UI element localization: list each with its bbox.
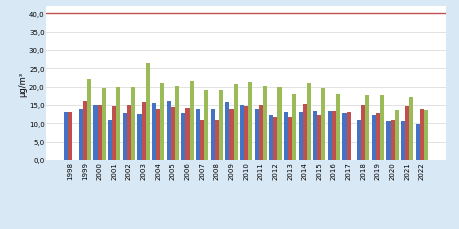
- Bar: [371, 116, 375, 160]
- Bar: [419, 110, 423, 160]
- Bar: [123, 114, 127, 160]
- Bar: [152, 104, 156, 160]
- Bar: [400, 122, 404, 160]
- Bar: [240, 106, 244, 160]
- Bar: [273, 117, 277, 160]
- Bar: [379, 95, 383, 160]
- Bar: [233, 84, 237, 160]
- Bar: [287, 117, 291, 160]
- Bar: [291, 95, 296, 160]
- Bar: [423, 111, 427, 160]
- Bar: [166, 102, 170, 160]
- Bar: [254, 110, 258, 160]
- Bar: [181, 114, 185, 160]
- Bar: [364, 95, 369, 160]
- Bar: [298, 113, 302, 160]
- Bar: [404, 106, 409, 160]
- Bar: [269, 116, 273, 160]
- Bar: [218, 91, 223, 160]
- Bar: [87, 80, 91, 160]
- Bar: [415, 125, 419, 160]
- Y-axis label: µg/m³: µg/m³: [18, 71, 28, 96]
- Bar: [302, 105, 306, 160]
- Bar: [258, 106, 262, 160]
- Bar: [356, 120, 360, 160]
- Bar: [185, 108, 189, 160]
- Bar: [196, 110, 200, 160]
- Bar: [108, 120, 112, 160]
- Bar: [68, 113, 72, 160]
- Bar: [78, 110, 83, 160]
- Bar: [101, 89, 106, 160]
- Bar: [189, 82, 193, 160]
- Bar: [204, 91, 208, 160]
- Bar: [386, 122, 390, 160]
- Bar: [64, 112, 68, 160]
- Bar: [394, 111, 398, 160]
- Bar: [214, 120, 218, 160]
- Bar: [210, 110, 214, 160]
- Bar: [170, 107, 174, 160]
- Bar: [283, 112, 287, 160]
- Bar: [409, 98, 413, 160]
- Bar: [247, 82, 252, 160]
- Bar: [277, 87, 281, 160]
- Bar: [321, 89, 325, 160]
- Bar: [116, 88, 120, 160]
- Bar: [141, 103, 146, 160]
- Bar: [335, 95, 339, 160]
- Bar: [390, 121, 394, 160]
- Bar: [346, 113, 350, 160]
- Bar: [156, 110, 160, 160]
- Bar: [160, 84, 164, 160]
- Bar: [331, 112, 335, 160]
- Bar: [262, 86, 266, 160]
- Bar: [93, 106, 97, 160]
- Bar: [327, 112, 331, 160]
- Bar: [127, 106, 131, 160]
- Bar: [317, 116, 321, 160]
- Bar: [225, 103, 229, 160]
- Bar: [83, 101, 87, 160]
- Bar: [112, 106, 116, 160]
- Bar: [360, 106, 364, 160]
- Bar: [174, 87, 179, 160]
- Bar: [131, 88, 135, 160]
- Bar: [342, 114, 346, 160]
- Bar: [200, 120, 204, 160]
- Bar: [229, 110, 233, 160]
- Bar: [313, 112, 317, 160]
- Bar: [146, 63, 149, 160]
- Bar: [244, 106, 247, 160]
- Bar: [375, 114, 379, 160]
- Bar: [137, 115, 141, 160]
- Bar: [97, 106, 101, 160]
- Bar: [306, 84, 310, 160]
